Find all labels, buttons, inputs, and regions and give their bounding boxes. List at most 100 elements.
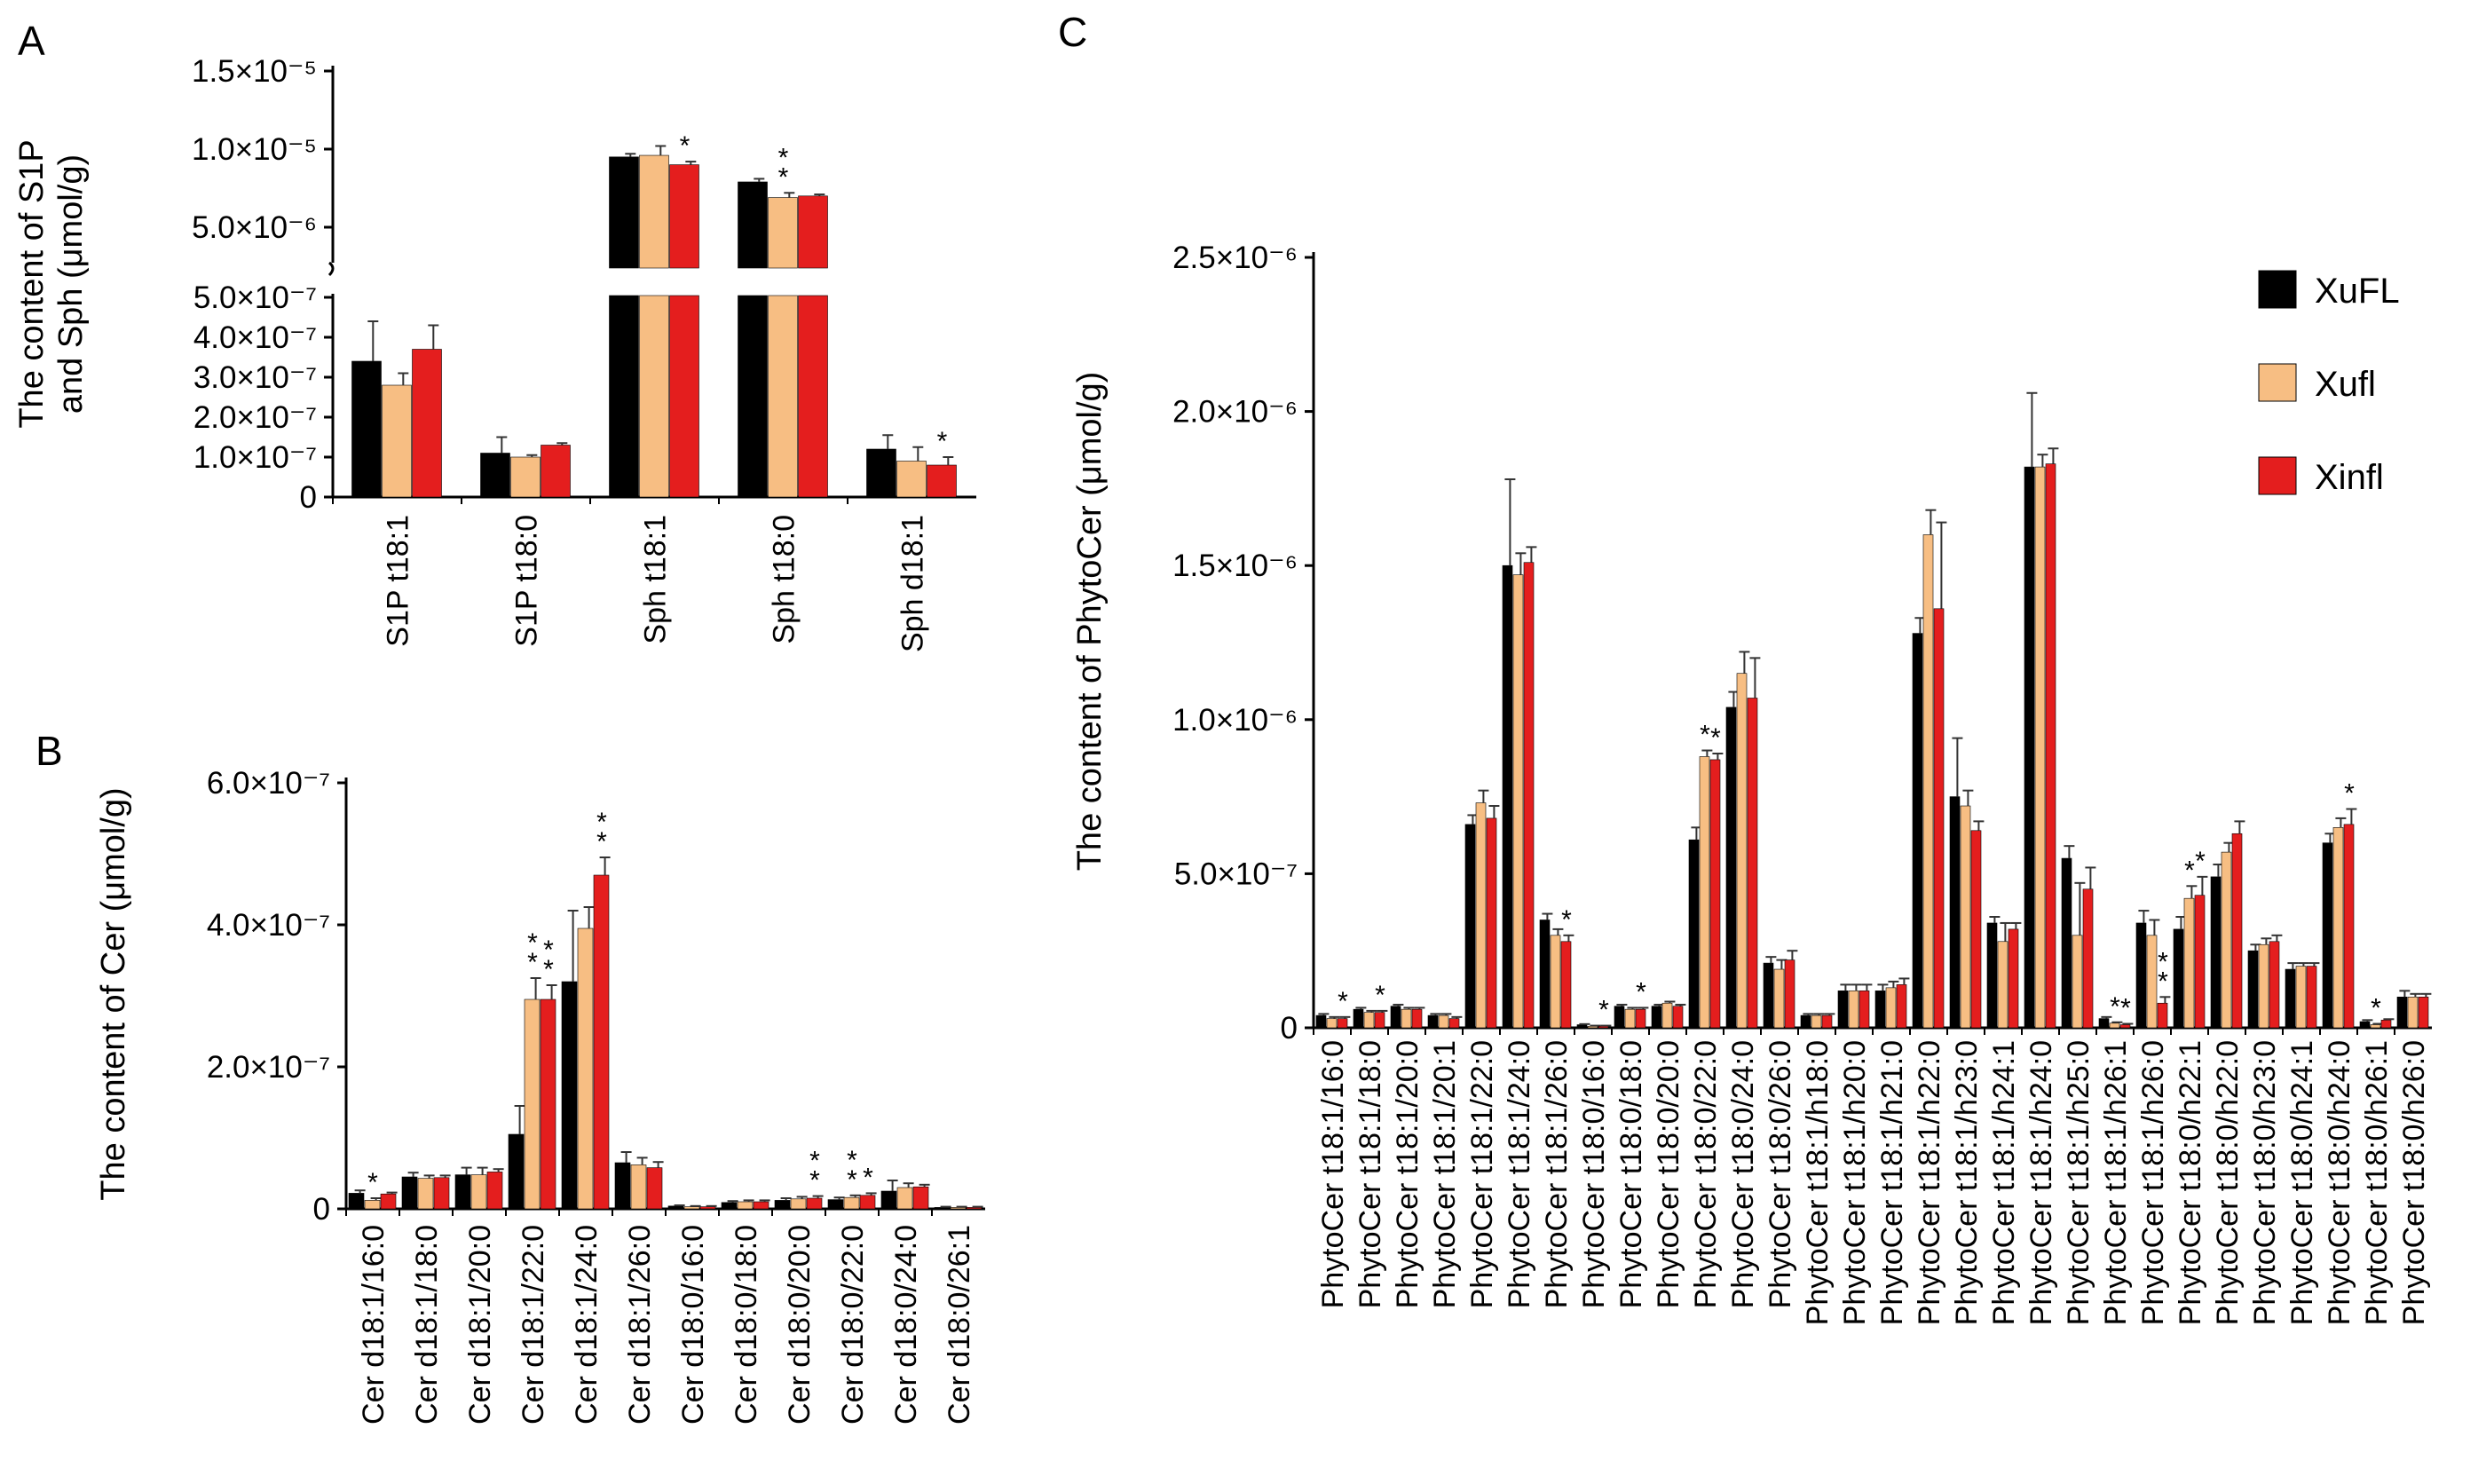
y-tick-label: 5.0×10⁻⁷ — [193, 280, 317, 315]
bar-xufl-phytocer-t18-0-18-0 — [1624, 1008, 1636, 1029]
bar-xufl-cer-d18-0-22-0 — [827, 1199, 844, 1210]
y-tick-label: 1.0×10⁻⁷ — [193, 440, 317, 475]
bar-xufl-phytocer-t18-0-h22-0 — [2221, 851, 2232, 1029]
bar-xufl-phytocer-t18-1-h22-0 — [1922, 534, 1934, 1029]
legend-label-xufl: Xufl — [2315, 365, 2376, 404]
bar-xufl-cer-d18-0-16-0 — [667, 1205, 684, 1210]
x-tick-label: Cer d18:0/26:1 — [943, 1225, 976, 1425]
bar-xufl-cer-d18-1-24-0 — [577, 928, 594, 1210]
bar-xinfl-sph-d18-1 — [927, 464, 957, 498]
significance-marker: * — [2344, 778, 2355, 808]
bar-xufl-phytocer-t18-1-24-0 — [1502, 564, 1513, 1029]
bar-xinfl-phytocer-t18-1-h25-0 — [2082, 888, 2094, 1029]
significance-marker: * * — [2158, 947, 2168, 996]
bar-xinfl-cer-d18-0-20-0 — [806, 1197, 823, 1210]
significance-marker: * — [680, 131, 691, 161]
bar-xinfl-phytocer-t18-0-h23-0 — [2269, 941, 2280, 1029]
bar-xufl-cer-d18-0-24-0 — [880, 1190, 897, 1210]
x-tick-label: PhytoCer t18:1/h18:0 — [1801, 1040, 1835, 1325]
y-tick-label: 1.5×10⁻⁶ — [1172, 549, 1298, 583]
bar-xufl-phytocer-t18-1-20-1 — [1438, 1014, 1449, 1029]
bar-xufl-cer-d18-0-16-0 — [683, 1206, 700, 1210]
bar-xufl-phytocer-t18-1-16-0 — [1315, 1014, 1327, 1029]
x-tick-label: Cer d18:1/18:0 — [410, 1225, 444, 1425]
bar-xinfl-cer-d18-1-20-0 — [486, 1172, 503, 1210]
bar-xinfl-s1p-t18-0 — [541, 445, 571, 498]
y-tick-label: 0 — [300, 480, 317, 515]
x-tick-label: PhytoCer t18:1/h26:1 — [2099, 1040, 2133, 1325]
y-tick-label: 1.0×10⁻⁵ — [192, 132, 317, 167]
bar-xinfl-sph-t18-1 — [669, 164, 699, 269]
x-tick-label: PhytoCer t18:1/26:0 — [1540, 1040, 1574, 1308]
x-tick-label: Cer d18:0/20:0 — [783, 1225, 817, 1425]
bar-xinfl-phytocer-t18-1-h26-1 — [2119, 1024, 2131, 1029]
bar-xufl-phytocer-t18-1-h21-0 — [1874, 991, 1886, 1029]
bar-xufl-phytocer-t18-0-h24-1 — [2295, 966, 2307, 1029]
bar-xufl-phytocer-t18-1-h18-0 — [1811, 1014, 1822, 1029]
axis-break-mark — [328, 261, 335, 277]
x-tick-label: PhytoCer t18:0/18:0 — [1614, 1040, 1648, 1308]
bar-xinfl-phytocer-t18-1-h21-0 — [1896, 984, 1907, 1029]
bar-xufl-phytocer-t18-1-h18-0 — [1800, 1014, 1811, 1029]
bar-xinfl-cer-d18-1-26-0 — [646, 1167, 663, 1210]
bar-xufl-phytocer-t18-0-24-0 — [1736, 673, 1748, 1029]
bar-xufl-phytocer-t18-0-h24-0 — [2332, 827, 2344, 1029]
bar-xinfl-cer-d18-1-24-0 — [593, 874, 610, 1210]
bar-xufl-cer-d18-1-18-0 — [401, 1176, 418, 1210]
bar-xufl-sph-t18-0 — [768, 295, 798, 498]
x-tick-label: PhytoCer t18:0/h26:0 — [2397, 1040, 2431, 1325]
y-tick-label: 4.0×10⁻⁷ — [193, 320, 317, 355]
x-tick-label: PhytoCer t18:1/20:1 — [1428, 1040, 1462, 1308]
y-axis-label: The content of Cer (μmol/g) — [95, 787, 132, 1200]
legend-swatch-xinfl — [2258, 456, 2297, 495]
significance-marker: * — [2120, 993, 2131, 1022]
x-tick-label: PhytoCer t18:0/h23:0 — [2248, 1040, 2282, 1325]
x-tick-label: PhytoCer t18:0/26:0 — [1764, 1040, 1797, 1308]
bar-xinfl-cer-d18-0-16-0 — [699, 1206, 716, 1210]
significance-marker: * — [1700, 721, 1710, 750]
bar-xinfl-phytocer-t18-0-18-0 — [1635, 1008, 1646, 1029]
bar-xufl-cer-d18-0-20-0 — [774, 1200, 791, 1210]
bar-xufl-phytocer-t18-0-h26-1 — [2359, 1021, 2371, 1029]
bar-xufl-phytocer-t18-1-h23-0 — [1949, 796, 1961, 1029]
bar-xufl-s1p-t18-1 — [382, 384, 412, 498]
bar-xufl-phytocer-t18-1-h26-0 — [2135, 922, 2147, 1029]
bar-xinfl-phytocer-t18-1-22-0 — [1486, 817, 1497, 1029]
bar-xinfl-cer-d18-1-18-0 — [433, 1177, 450, 1210]
significance-marker: * — [1561, 905, 1572, 935]
x-tick-label: PhytoCer t18:1/h24:1 — [1987, 1040, 2021, 1325]
bar-xufl-phytocer-t18-1-h24-1 — [1986, 922, 1998, 1029]
bar-xinfl-sph-t18-0 — [798, 295, 828, 498]
panel-b-chart: 0 2.0×10⁻⁷ 4.0×10⁻⁷ 6.0×10⁻⁷ Cer d18:1/16:0 C… — [95, 766, 985, 1425]
y-tick-label: 4.0×10⁻⁷ — [207, 908, 330, 943]
x-tick-label: Cer d18:1/24:0 — [570, 1225, 604, 1425]
significance-marker: * — [1338, 987, 1348, 1016]
bar-xufl-phytocer-t18-1-h24-0 — [2024, 466, 2035, 1029]
significance-marker: * — [937, 427, 948, 456]
y-axis-label: The content of S1Pand Sph (μmol/g) — [13, 139, 90, 428]
bar-xinfl-phytocer-t18-1-20-0 — [1411, 1008, 1423, 1029]
bar-xufl-phytocer-t18-0-20-0 — [1651, 1006, 1662, 1029]
significance-marker: * * — [847, 1146, 857, 1195]
x-tick-label: Sph t18:1 — [639, 515, 673, 644]
x-tick-label: PhytoCer t18:0/h22:1 — [2174, 1040, 2207, 1325]
bar-xufl-cer-d18-0-20-0 — [790, 1198, 807, 1210]
bar-xufl-cer-d18-0-24-0 — [896, 1187, 913, 1210]
bar-xinfl-phytocer-t18-1-20-1 — [1448, 1018, 1460, 1029]
x-tick-label: Cer d18:0/16:0 — [676, 1225, 710, 1425]
x-tick-label: PhytoCer t18:1/22:0 — [1465, 1040, 1499, 1308]
bar-xufl-phytocer-t18-1-18-0 — [1363, 1012, 1375, 1029]
significance-marker: * * — [778, 143, 789, 192]
y-tick-label: 0 — [313, 1192, 330, 1227]
bar-xufl-cer-d18-1-20-0 — [470, 1174, 487, 1210]
x-tick-label: PhytoCer t18:1/h20:0 — [1838, 1040, 1872, 1325]
bar-xufl-phytocer-t18-1-26-0 — [1539, 920, 1551, 1029]
bar-xufl-sph-t18-0 — [738, 181, 768, 269]
bar-xufl-phytocer-t18-1-h26-1 — [2098, 1018, 2110, 1029]
bar-xufl-cer-d18-1-16-0 — [364, 1200, 381, 1210]
bar-xinfl-phytocer-t18-0-20-0 — [1672, 1006, 1684, 1029]
bar-xufl-phytocer-t18-1-h21-0 — [1885, 987, 1897, 1029]
bar-xinfl-cer-d18-1-22-0 — [540, 999, 556, 1210]
panel-a-chart: 0 1.0×10⁻⁷ 2.0×10⁻⁷ 3.0×10⁻⁷ 4.0×10⁻⁷ 5.0×10⁻… — [13, 54, 976, 652]
bar-xufl-cer-d18-1-20-0 — [454, 1174, 471, 1210]
